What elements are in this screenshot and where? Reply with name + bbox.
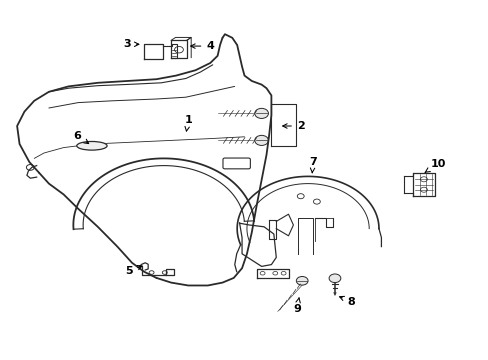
Text: 9: 9: [292, 298, 300, 314]
Text: 1: 1: [184, 115, 192, 131]
Text: 8: 8: [339, 296, 355, 307]
FancyBboxPatch shape: [223, 158, 250, 169]
Text: 6: 6: [73, 131, 88, 144]
Text: 2: 2: [282, 121, 304, 131]
Circle shape: [296, 276, 307, 285]
Circle shape: [254, 108, 268, 118]
Circle shape: [328, 274, 340, 283]
Circle shape: [254, 135, 268, 145]
Text: 4: 4: [190, 41, 214, 51]
Text: 10: 10: [424, 159, 445, 172]
Ellipse shape: [77, 141, 107, 150]
Text: 5: 5: [124, 265, 142, 276]
Text: 3: 3: [123, 39, 139, 49]
Text: 7: 7: [308, 157, 316, 173]
